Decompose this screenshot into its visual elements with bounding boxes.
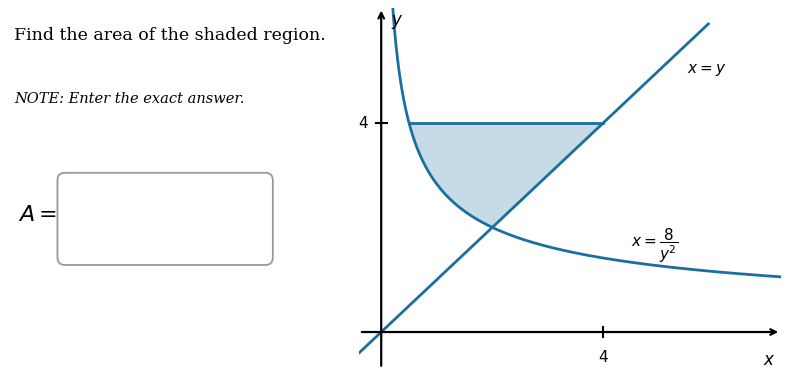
Text: $y$: $y$ bbox=[391, 13, 404, 31]
Text: $4$: $4$ bbox=[598, 349, 609, 365]
Text: NOTE: Enter the exact answer.: NOTE: Enter the exact answer. bbox=[14, 92, 245, 106]
Text: Find the area of the shaded region.: Find the area of the shaded region. bbox=[14, 27, 326, 44]
Text: $x = \dfrac{8}{y^2}$: $x = \dfrac{8}{y^2}$ bbox=[631, 227, 679, 265]
Text: $x = y$: $x = y$ bbox=[686, 63, 726, 78]
Text: $A =$: $A =$ bbox=[18, 204, 57, 226]
Text: $4$: $4$ bbox=[358, 115, 369, 131]
FancyBboxPatch shape bbox=[58, 173, 273, 265]
Text: $x$: $x$ bbox=[763, 352, 776, 369]
